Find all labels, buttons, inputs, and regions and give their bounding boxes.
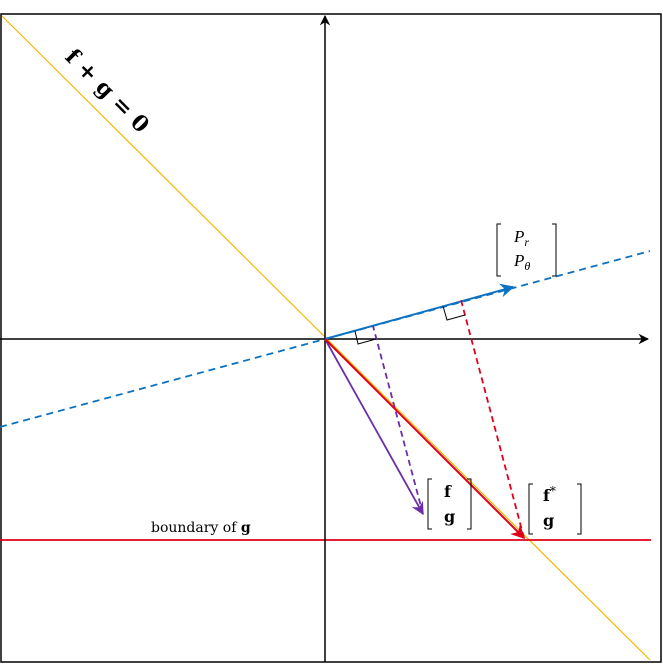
fstar-text: f* <box>543 484 556 505</box>
left-bracket <box>528 483 533 535</box>
fstar-g-text: g <box>543 511 554 530</box>
boundary-label: boundary of g <box>151 520 251 536</box>
fg-vector-label: f g <box>427 478 472 530</box>
left-bracket <box>496 223 501 277</box>
p-vector-arrow <box>324 283 515 340</box>
p-r-text: Pr <box>513 227 529 249</box>
right-bracket <box>577 483 582 535</box>
p-vector-label: Pr Pθ <box>496 223 557 277</box>
equation-label: f + g = 0 <box>60 44 155 139</box>
right-bracket <box>552 223 557 277</box>
fg-projection-dashed <box>372 325 424 515</box>
right-bracket <box>467 478 472 530</box>
fstar-vector-label: f* g <box>528 483 582 535</box>
fg-vector-arrow <box>324 338 424 516</box>
p-theta-text: Pθ <box>513 251 530 273</box>
g-text: g <box>444 507 455 526</box>
left-bracket <box>427 478 432 530</box>
fstar-right-angle-mark <box>442 305 466 321</box>
fstar-projection-dashed <box>460 299 525 539</box>
fstar-vector-arrow <box>324 338 525 539</box>
fg-right-angle-mark <box>354 330 377 345</box>
frame <box>0 13 662 663</box>
f-text: f <box>444 482 452 501</box>
